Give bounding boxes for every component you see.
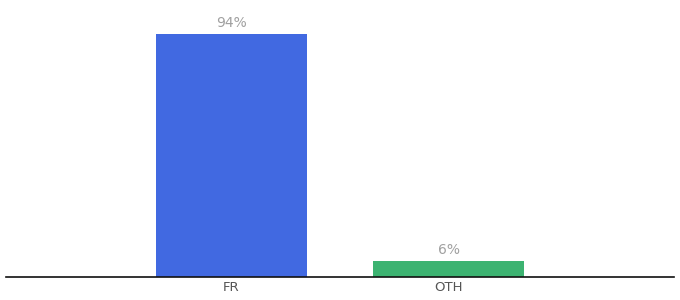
- Text: 6%: 6%: [438, 243, 460, 257]
- Bar: [373, 261, 524, 277]
- Bar: [156, 34, 307, 277]
- Text: 94%: 94%: [216, 16, 247, 30]
